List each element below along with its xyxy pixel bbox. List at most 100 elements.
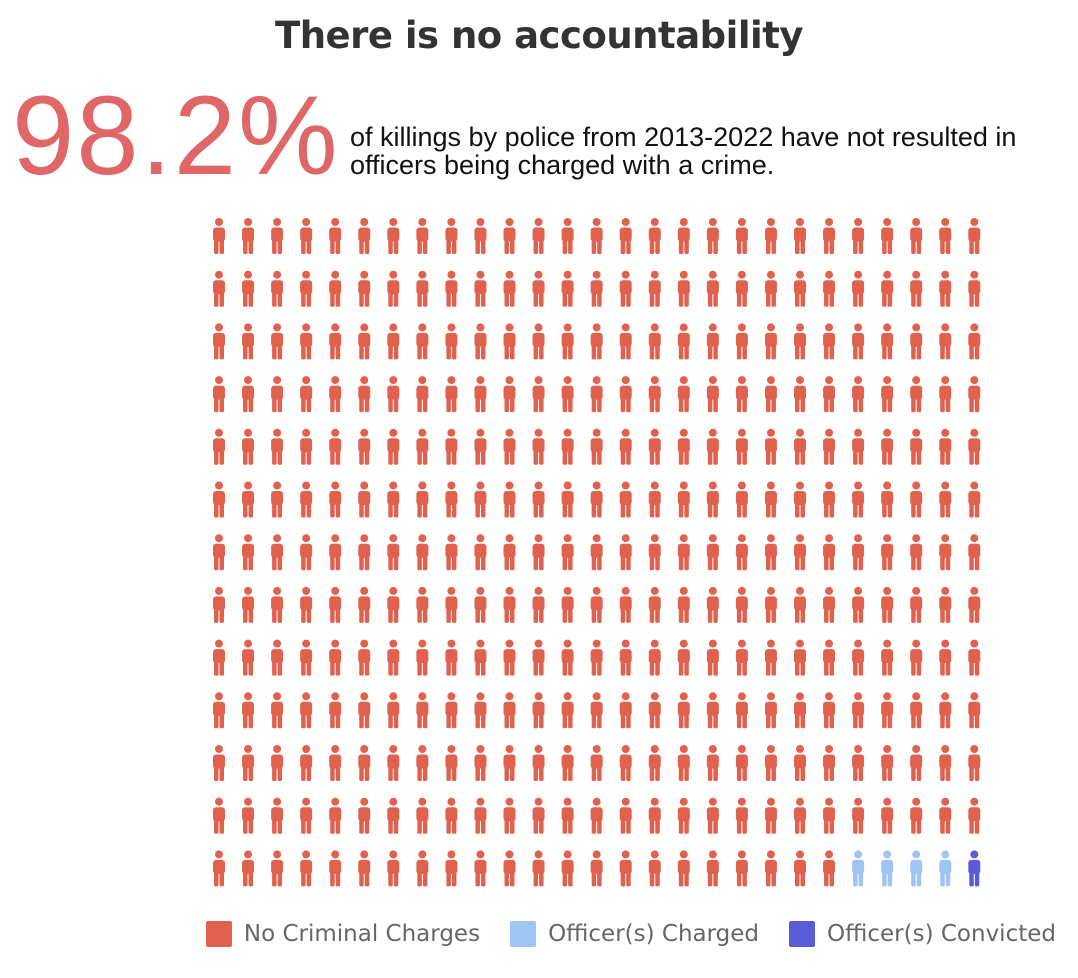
person-icon bbox=[503, 323, 516, 360]
person-icon bbox=[387, 586, 400, 623]
person-icon bbox=[561, 745, 574, 781]
person-icon bbox=[735, 692, 748, 729]
person-icon bbox=[735, 270, 748, 307]
person-icon bbox=[503, 218, 516, 254]
person-icon bbox=[532, 639, 545, 676]
person-icon bbox=[503, 639, 516, 676]
person-icon bbox=[300, 428, 313, 465]
person-icon bbox=[706, 218, 719, 254]
person-icon bbox=[329, 586, 342, 623]
person-icon bbox=[852, 639, 865, 676]
person-icon bbox=[416, 639, 429, 676]
person-icon bbox=[677, 218, 690, 254]
person-icon bbox=[794, 481, 806, 518]
person-icon bbox=[823, 850, 836, 887]
person-icon bbox=[706, 639, 719, 676]
person-icon bbox=[503, 692, 516, 729]
person-icon bbox=[735, 323, 748, 360]
person-icon bbox=[910, 586, 923, 623]
person-icon bbox=[677, 745, 690, 781]
person-icon bbox=[213, 745, 225, 781]
person-icon bbox=[823, 534, 836, 571]
person-icon bbox=[561, 376, 574, 413]
person-icon bbox=[474, 850, 487, 887]
person-icon bbox=[445, 692, 458, 729]
person-icon bbox=[503, 481, 516, 518]
person-icon bbox=[474, 534, 487, 571]
person-icon bbox=[764, 639, 777, 676]
person-icon bbox=[823, 218, 836, 254]
person-icon bbox=[329, 639, 342, 676]
person-icon bbox=[213, 534, 225, 571]
person-icon bbox=[852, 534, 865, 571]
person-icon bbox=[794, 323, 806, 360]
person-icon bbox=[590, 639, 603, 676]
person-icon bbox=[677, 850, 690, 887]
person-icon bbox=[881, 376, 894, 413]
person-icon bbox=[271, 639, 284, 676]
person-icon bbox=[939, 692, 952, 729]
person-icon bbox=[706, 270, 719, 307]
person-icon bbox=[474, 270, 487, 307]
person-icon bbox=[271, 323, 284, 360]
person-icon bbox=[561, 218, 574, 254]
person-icon bbox=[532, 692, 545, 729]
person-icon bbox=[387, 323, 400, 360]
person-icon bbox=[358, 376, 371, 413]
person-icon bbox=[561, 850, 574, 887]
person-icon bbox=[794, 850, 806, 887]
person-icon bbox=[532, 270, 545, 307]
person-icon bbox=[474, 376, 487, 413]
person-icon bbox=[648, 376, 661, 413]
person-icon bbox=[619, 850, 632, 887]
person-icon bbox=[910, 692, 923, 729]
person-icon bbox=[706, 323, 719, 360]
person-icon bbox=[677, 376, 690, 413]
person-icon bbox=[677, 586, 690, 623]
person-icon bbox=[968, 270, 981, 307]
person-icon bbox=[532, 376, 545, 413]
person-icon bbox=[503, 376, 516, 413]
person-icon bbox=[416, 218, 429, 254]
person-icon bbox=[939, 639, 952, 676]
person-icon bbox=[968, 376, 981, 413]
person-icon bbox=[416, 376, 429, 413]
person-icon bbox=[590, 745, 603, 781]
person-icon bbox=[590, 534, 603, 571]
person-icon bbox=[242, 534, 255, 571]
person-icon bbox=[416, 586, 429, 623]
person-icon bbox=[677, 797, 690, 834]
person-icon bbox=[706, 850, 719, 887]
person-icon bbox=[823, 376, 836, 413]
person-icon bbox=[358, 534, 371, 571]
person-icon bbox=[823, 692, 836, 729]
person-icon bbox=[910, 270, 923, 307]
person-icon bbox=[677, 481, 690, 518]
person-icon bbox=[852, 270, 865, 307]
person-icon bbox=[619, 639, 632, 676]
person-icon bbox=[706, 586, 719, 623]
person-icon bbox=[416, 797, 429, 834]
person-icon bbox=[242, 323, 255, 360]
person-icon bbox=[271, 376, 284, 413]
person-icon bbox=[300, 797, 313, 834]
person-icon bbox=[939, 797, 952, 834]
person-icon bbox=[706, 376, 719, 413]
person-icon bbox=[648, 270, 661, 307]
person-icon bbox=[561, 639, 574, 676]
person-icon bbox=[358, 745, 371, 781]
person-icon bbox=[532, 481, 545, 518]
legend-item-convicted: Officer(s) Convicted bbox=[789, 921, 1056, 947]
person-icon bbox=[213, 270, 225, 307]
person-icon bbox=[794, 692, 806, 729]
person-icon bbox=[300, 534, 313, 571]
person-icon bbox=[532, 534, 545, 571]
person-icon bbox=[300, 270, 313, 307]
person-icon bbox=[910, 534, 923, 571]
person-icon bbox=[735, 850, 748, 887]
person-icon bbox=[823, 270, 836, 307]
legend-item-no-charges: No Criminal Charges bbox=[205, 921, 480, 947]
legend-swatch-charged bbox=[510, 921, 537, 947]
headline-percentage: 98.2% bbox=[12, 73, 340, 198]
person-icon bbox=[881, 586, 894, 623]
